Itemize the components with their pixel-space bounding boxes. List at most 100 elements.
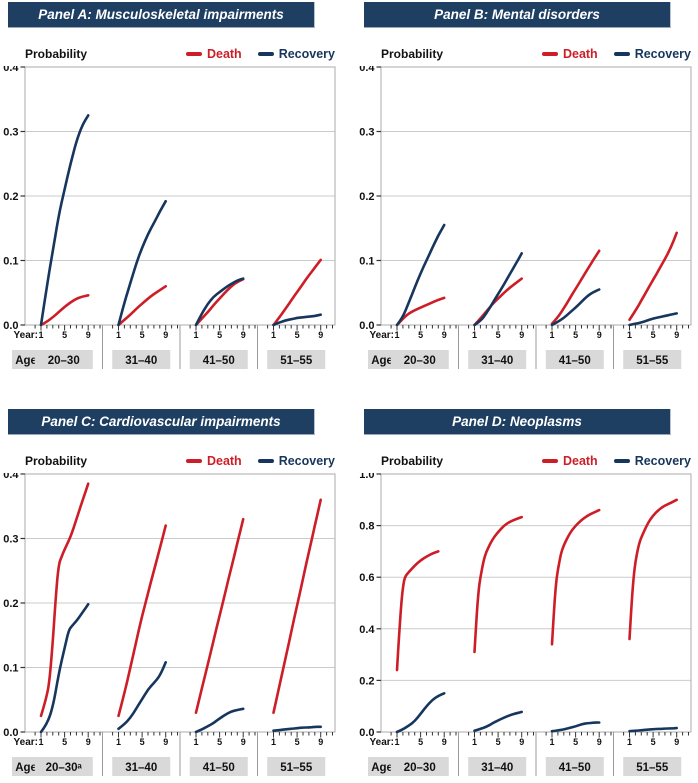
age-box bbox=[267, 757, 326, 776]
legend-recovery-label: Recovery bbox=[278, 454, 335, 468]
panel-c-title: Panel C: Cardiovascular impairments bbox=[8, 409, 315, 435]
age-box bbox=[189, 350, 248, 369]
death-line-icon bbox=[541, 459, 558, 463]
y-tick-label: 0.1 bbox=[3, 256, 18, 268]
x-tick-label: 9 bbox=[86, 737, 91, 747]
age-group-label: 41–50 bbox=[559, 762, 591, 774]
x-tick-label: 1 bbox=[116, 330, 121, 340]
recovery-line-icon bbox=[613, 459, 630, 463]
x-tick-label: 9 bbox=[597, 330, 602, 340]
legend-recovery-label: Recovery bbox=[278, 47, 335, 61]
y-tick-label: 0.0 bbox=[359, 320, 374, 332]
y-tick-label: 0.0 bbox=[3, 727, 18, 739]
legend: Death Recovery bbox=[541, 454, 691, 468]
y-tick-label: 0.4 bbox=[3, 66, 19, 74]
x-tick-label: 9 bbox=[674, 330, 679, 340]
x-tick-label: 5 bbox=[62, 330, 67, 340]
recovery-curve bbox=[628, 726, 678, 733]
x-tick-label: 1 bbox=[394, 737, 399, 747]
x-tick-label: 1 bbox=[549, 330, 554, 340]
legend-item-death: Death bbox=[541, 47, 598, 61]
panel-c: Panel C: Cardiovascular impairments Prob… bbox=[0, 409, 342, 779]
age-group-label: 31–40 bbox=[481, 762, 513, 774]
age-axis-caption: Age: bbox=[371, 762, 397, 774]
x-tick-label: 1 bbox=[627, 737, 632, 747]
age-group-label: 20–30ᵃ bbox=[46, 762, 83, 774]
y-tick-label: 0.2 bbox=[359, 191, 374, 203]
legend-recovery-label: Recovery bbox=[634, 454, 691, 468]
x-tick-label: 5 bbox=[140, 737, 145, 747]
recovery-curve bbox=[550, 288, 601, 327]
x-tick-label: 9 bbox=[318, 737, 323, 747]
panel-b-title: Panel B: Mental disorders bbox=[364, 2, 671, 28]
panel-d-title: Panel D: Neoplasms bbox=[364, 409, 671, 435]
age-box bbox=[189, 757, 248, 776]
legend-death-label: Death bbox=[206, 47, 242, 61]
x-tick-label: 9 bbox=[442, 737, 447, 747]
panel-b-header: Probability Death Recovery bbox=[381, 45, 691, 63]
y-axis-title: Probability bbox=[381, 454, 444, 468]
recovery-curve bbox=[473, 252, 523, 327]
plot-background bbox=[381, 474, 691, 732]
recovery-curve bbox=[39, 603, 90, 734]
panel-a-header: Probability Death Recovery bbox=[25, 45, 335, 63]
x-tick-label: 9 bbox=[519, 737, 524, 747]
x-tick-label: 9 bbox=[163, 330, 168, 340]
x-tick-label: 9 bbox=[241, 737, 246, 747]
age-group-label: 20–30 bbox=[404, 355, 436, 367]
age-group-label: 51–55 bbox=[636, 762, 669, 774]
age-group-label: 31–40 bbox=[481, 355, 513, 367]
x-tick-label: 1 bbox=[549, 737, 554, 747]
recovery-curve bbox=[117, 199, 167, 327]
age-box bbox=[390, 757, 449, 776]
age-group-label: 41–50 bbox=[203, 355, 235, 367]
x-tick-label: 5 bbox=[217, 737, 222, 747]
death-curve bbox=[39, 294, 90, 327]
x-tick-label: 9 bbox=[86, 330, 91, 340]
age-box bbox=[468, 350, 527, 369]
x-tick-label: 9 bbox=[318, 330, 323, 340]
age-group-label: 41–50 bbox=[203, 762, 235, 774]
x-tick-label: 1 bbox=[472, 330, 477, 340]
x-tick-label: 5 bbox=[651, 330, 656, 340]
recovery-curve bbox=[272, 313, 322, 327]
x-axis-caption: Year: bbox=[14, 737, 38, 748]
x-tick-label: 1 bbox=[394, 330, 399, 340]
x-tick-label: 5 bbox=[140, 330, 145, 340]
death-curve bbox=[117, 285, 167, 327]
death-curve bbox=[550, 508, 601, 646]
death-curve bbox=[117, 524, 167, 718]
legend: Death Recovery bbox=[185, 454, 335, 468]
age-box bbox=[267, 350, 326, 369]
recovery-curve bbox=[550, 721, 601, 733]
age-box bbox=[390, 350, 449, 369]
death-curve bbox=[628, 231, 678, 322]
x-tick-label: 9 bbox=[674, 737, 679, 747]
age-box bbox=[112, 350, 171, 369]
x-tick-label: 5 bbox=[496, 330, 501, 340]
recovery-line-icon bbox=[257, 52, 274, 56]
y-tick-label: 0.4 bbox=[3, 473, 19, 481]
panel-c-plot: 0.0 0.1 0.2 0.3 0.4 Year: Age: 1 5 9 20–30ᵃ 1 5 9 31–4… bbox=[3, 473, 336, 776]
x-tick-label: 1 bbox=[472, 737, 477, 747]
recovery-curve bbox=[395, 223, 446, 327]
recovery-curve bbox=[39, 114, 90, 327]
y-tick-label: 0.2 bbox=[3, 598, 18, 610]
y-tick-label: 0.4 bbox=[359, 624, 375, 636]
y-tick-label: 0.2 bbox=[3, 191, 18, 203]
age-axis-caption: Age: bbox=[15, 762, 41, 774]
death-curve bbox=[272, 498, 322, 714]
legend-item-recovery: Recovery bbox=[257, 454, 335, 468]
death-curve bbox=[194, 517, 245, 714]
x-tick-label: 5 bbox=[217, 330, 222, 340]
legend-item-death: Death bbox=[185, 454, 242, 468]
legend-item-death: Death bbox=[185, 47, 242, 61]
panel-c-header: Probability Death Recovery bbox=[25, 452, 335, 470]
plot-border bbox=[380, 473, 692, 733]
y-tick-label: 0.4 bbox=[359, 66, 375, 74]
x-tick-label: 5 bbox=[62, 737, 67, 747]
y-tick-label: 1.0 bbox=[359, 473, 374, 481]
panel-a: Panel A: Musculoskeletal impairments Pro… bbox=[0, 2, 342, 372]
death-line-icon bbox=[541, 52, 558, 56]
legend-item-recovery: Recovery bbox=[613, 47, 691, 61]
